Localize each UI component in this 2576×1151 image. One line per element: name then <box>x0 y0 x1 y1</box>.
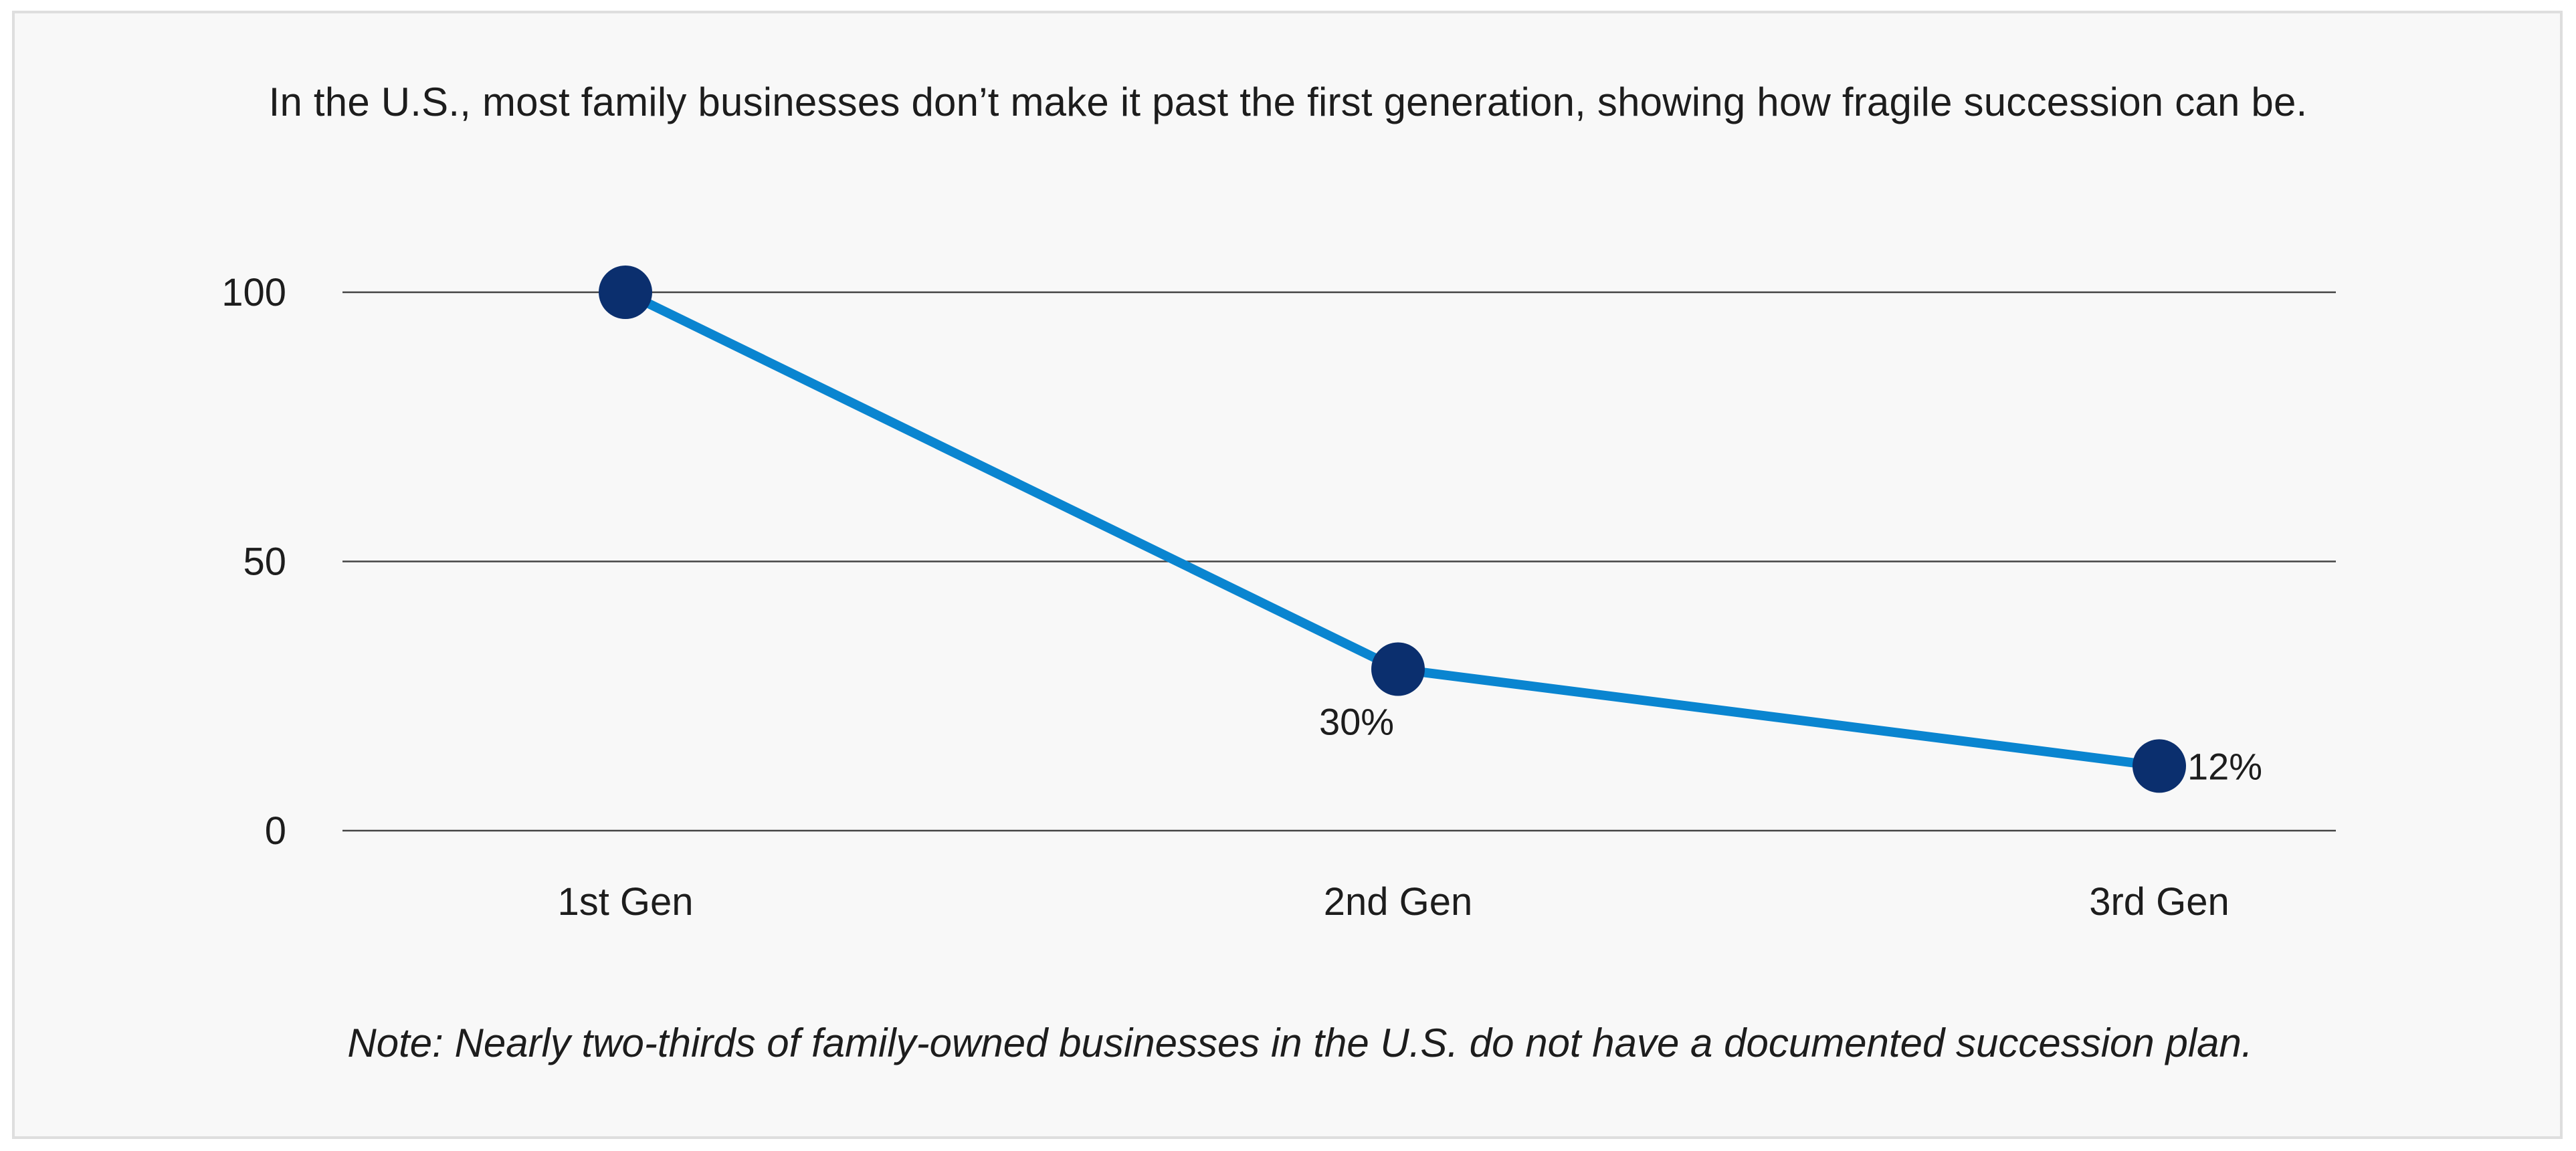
grid-lines <box>342 291 2336 832</box>
data-labels: 30% 12% <box>1319 701 2262 788</box>
chart-card <box>12 11 2563 1139</box>
data-label: 12% <box>2187 745 2262 787</box>
y-axis-ticks: 0 50 100 <box>221 271 286 853</box>
y-tick-label: 0 <box>265 809 286 853</box>
chart-note: Note: Nearly two-thirds of family-owned … <box>347 1021 2253 1065</box>
chart-title: In the U.S., most family businesses don’… <box>268 80 2308 124</box>
x-tick-label: 1st Gen <box>557 880 693 924</box>
data-point-marker <box>599 266 652 319</box>
data-point-marker <box>2133 739 2186 793</box>
x-tick-label: 2nd Gen <box>1324 880 1473 924</box>
x-tick-label: 3rd Gen <box>2089 880 2230 924</box>
data-label: 30% <box>1319 701 1394 743</box>
series-layer <box>599 266 2186 793</box>
x-axis-ticks: 1st Gen 2nd Gen 3rd Gen <box>557 880 2229 924</box>
y-tick-label: 100 <box>221 271 286 314</box>
y-tick-label: 50 <box>243 540 286 584</box>
data-point-marker <box>1371 642 1425 696</box>
